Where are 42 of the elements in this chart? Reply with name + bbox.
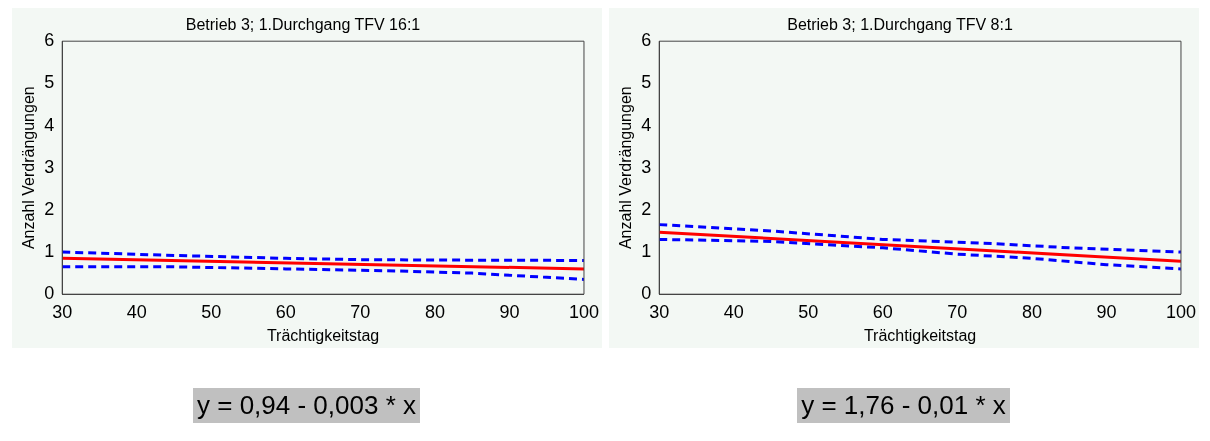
- x-tick-label: 60: [275, 301, 296, 322]
- y-tick-label: 5: [640, 72, 651, 93]
- x-tick-label: 40: [126, 301, 147, 322]
- y-tick-label: 6: [43, 30, 54, 51]
- chart-title: Betrieb 3; 1.Durchgang TFV 16:1: [185, 16, 420, 34]
- y-tick-label: 3: [640, 156, 651, 177]
- y-tick-label: 4: [640, 114, 651, 135]
- chart-title: Betrieb 3; 1.Durchgang TFV 8:1: [786, 16, 1013, 34]
- x-tick-label: 80: [1021, 301, 1042, 322]
- line-series: [61, 265, 584, 281]
- text: y = 1,76 - 0,01 * x: [797, 388, 1010, 423]
- line-series: [658, 237, 1181, 271]
- x-tick-label: 40: [723, 301, 744, 322]
- x-tick-label: 90: [1095, 301, 1116, 322]
- y-axis-title: Anzahl Verdrängungen: [616, 86, 634, 250]
- x-tick-label: 80: [424, 301, 445, 322]
- x-tick-label: 70: [349, 301, 370, 322]
- x-axis-title: Trächtigkeitstag: [863, 326, 976, 344]
- text: y = 0,94 - 0,003 * x: [193, 388, 420, 423]
- y-tick-label: 5: [43, 72, 54, 93]
- line-series: [61, 250, 584, 262]
- x-tick-label: 90: [498, 301, 519, 322]
- x-tick-label: 30: [51, 301, 72, 322]
- y-tick-label: 1: [43, 241, 54, 261]
- x-tick-label: 60: [872, 301, 893, 322]
- y-tick-label: 0: [43, 283, 54, 304]
- y-tick-label: 2: [43, 198, 54, 219]
- x-tick-label: 70: [946, 301, 967, 322]
- y-tick-label: 1: [640, 241, 651, 261]
- line-series: [658, 223, 1181, 254]
- x-tick-label: 50: [797, 301, 818, 322]
- y-tick-label: 4: [43, 114, 54, 135]
- y-axis-title: Anzahl Verdrängungen: [19, 86, 37, 250]
- x-tick-label: 50: [200, 301, 221, 322]
- x-axis-title: Trächtigkeitstag: [266, 326, 379, 344]
- y-tick-label: 3: [43, 156, 54, 177]
- y-tick-label: 0: [640, 283, 651, 304]
- x-tick-label: 30: [648, 301, 669, 322]
- y-tick-label: 6: [640, 30, 651, 51]
- x-tick-label: 100: [1165, 301, 1196, 322]
- x-tick-label: 100: [568, 301, 599, 322]
- y-tick-label: 2: [640, 198, 651, 219]
